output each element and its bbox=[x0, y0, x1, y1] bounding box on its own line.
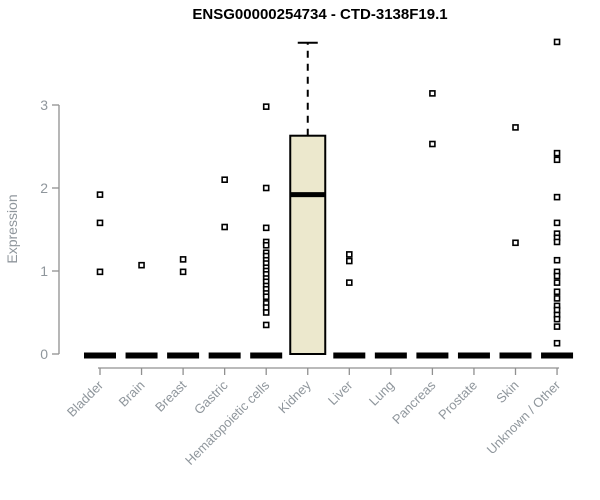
outlier-point bbox=[553, 323, 561, 330]
outlier-point bbox=[553, 149, 561, 157]
x-tick-label-prostate: Prostate bbox=[435, 378, 480, 423]
outlier-point bbox=[553, 219, 561, 227]
outlier-point bbox=[96, 268, 104, 276]
outlier-point bbox=[262, 293, 270, 301]
outlier-point bbox=[553, 315, 561, 323]
outlier-point bbox=[553, 193, 561, 201]
outlier-point bbox=[512, 124, 519, 131]
outlier-point bbox=[262, 309, 270, 316]
outlier-point bbox=[262, 224, 270, 232]
outlier-point bbox=[96, 191, 104, 198]
x-tick-label-lung: Lung bbox=[366, 378, 397, 409]
median-line-breast bbox=[167, 352, 200, 359]
y-tick-label: 0 bbox=[40, 346, 48, 362]
median-line-hematopoietic-cells bbox=[250, 352, 283, 359]
outlier-point bbox=[553, 238, 561, 246]
outlier-point bbox=[345, 251, 353, 258]
median-line-kidney bbox=[290, 192, 326, 198]
outlier-point bbox=[553, 279, 561, 286]
outlier-point bbox=[262, 321, 270, 329]
outlier-point bbox=[221, 176, 228, 183]
outlier-point bbox=[262, 103, 270, 110]
outlier-point bbox=[553, 38, 561, 46]
outlier-point bbox=[429, 90, 436, 97]
outlier-point bbox=[553, 256, 561, 264]
outlier-point bbox=[429, 140, 436, 148]
y-tick-label: 2 bbox=[40, 180, 48, 196]
outlier-point bbox=[553, 288, 561, 296]
outlier-point bbox=[553, 339, 561, 347]
outlier-point bbox=[512, 239, 519, 247]
x-tick-label-liver: Liver bbox=[325, 377, 356, 408]
x-tick-label-pancreas: Pancreas bbox=[389, 377, 439, 427]
y-tick-label: 3 bbox=[40, 97, 48, 113]
median-line-pancreas bbox=[416, 352, 449, 359]
median-line-brain bbox=[125, 352, 158, 359]
median-line-skin bbox=[499, 352, 532, 359]
outlier-point bbox=[179, 256, 187, 263]
box-kidney bbox=[289, 134, 327, 355]
x-tick-label-skin: Skin bbox=[493, 378, 521, 406]
outlier-point bbox=[553, 272, 561, 280]
median-line-gastric bbox=[208, 352, 241, 359]
outlier-point bbox=[345, 279, 353, 286]
outlier-point bbox=[138, 261, 145, 269]
outlier-point bbox=[345, 257, 353, 265]
x-tick-label-kidney: Kidney bbox=[275, 377, 314, 416]
outlier-point bbox=[553, 295, 561, 302]
median-line-bladder bbox=[84, 352, 116, 359]
outlier-point bbox=[553, 156, 561, 164]
x-tick-label-unknown-other: Unknown / Other bbox=[484, 377, 564, 457]
median-line-prostate bbox=[457, 352, 490, 359]
outlier-point bbox=[179, 268, 187, 276]
median-line-unknown-other bbox=[541, 352, 574, 359]
x-tick-label-bladder: Bladder bbox=[64, 377, 107, 420]
median-line-lung bbox=[374, 352, 407, 359]
y-tick-label: 1 bbox=[40, 263, 48, 279]
median-line-liver bbox=[333, 352, 366, 359]
x-tick-label-brain: Brain bbox=[116, 378, 148, 410]
x-tick-label-breast: Breast bbox=[152, 377, 189, 414]
x-tick-label-gastric: Gastric bbox=[191, 377, 231, 417]
outlier-point bbox=[262, 184, 270, 192]
chart-title: ENSG00000254734 - CTD-3138F19.1 bbox=[192, 6, 448, 23]
outlier-point bbox=[221, 223, 228, 231]
outlier-point bbox=[262, 241, 270, 249]
outlier-point bbox=[96, 219, 104, 227]
